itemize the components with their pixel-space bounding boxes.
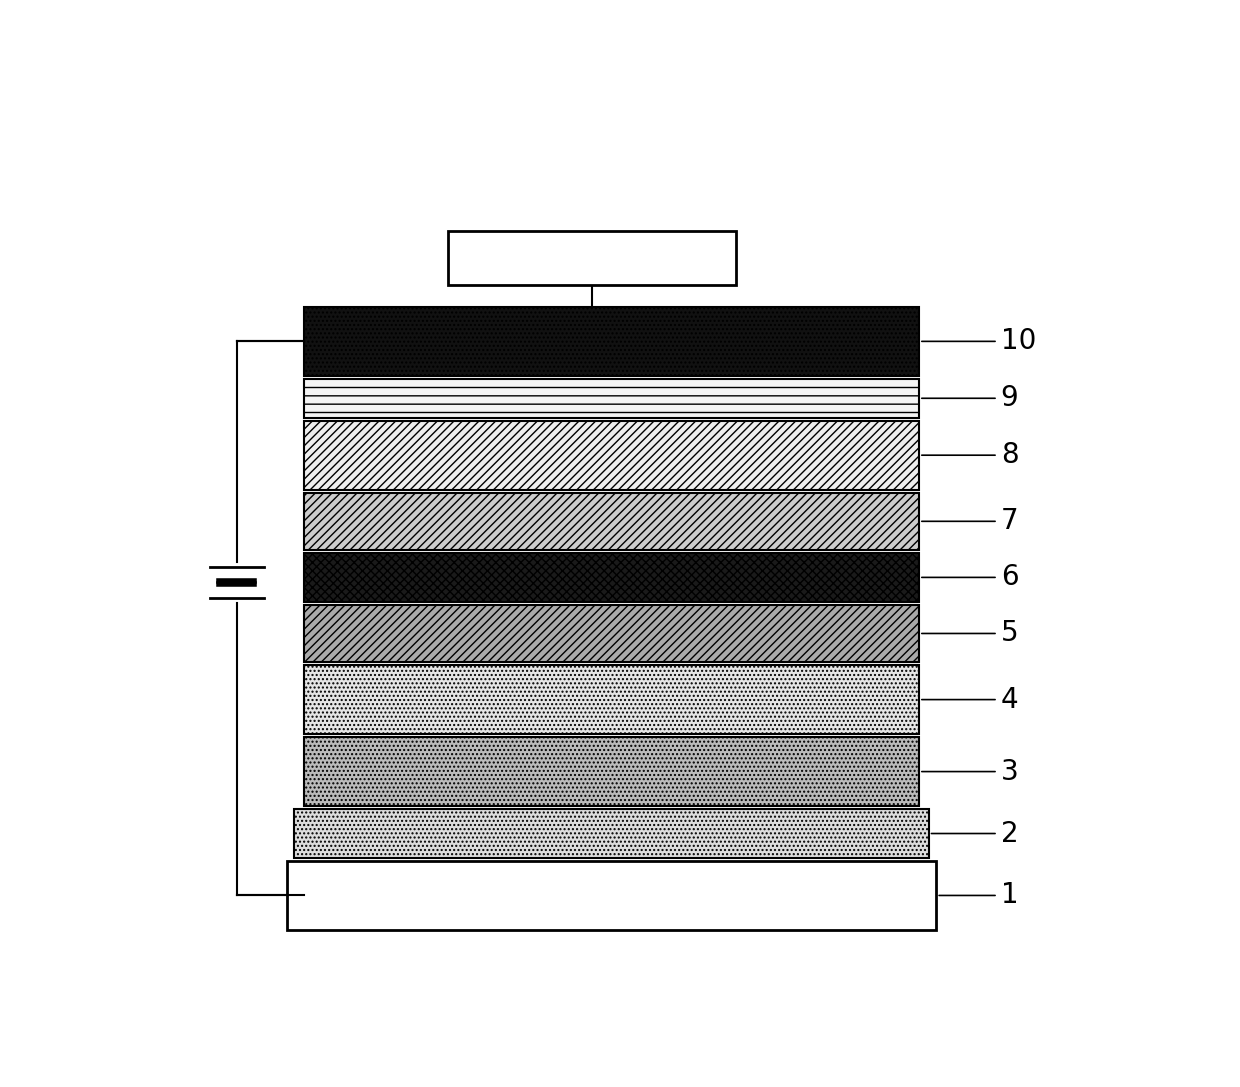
Bar [304,737,919,805]
Bar [448,230,737,285]
Text: 4: 4 [921,686,1018,713]
Text: 9: 9 [921,385,1018,412]
Bar [304,379,919,417]
Bar [304,553,919,602]
Bar [304,421,919,489]
Text: 2: 2 [931,820,1018,848]
Bar [294,809,929,858]
Text: 1: 1 [939,882,1018,910]
Text: 7: 7 [921,508,1018,535]
Text: 5: 5 [921,620,1018,648]
Bar [304,307,919,376]
Text: 10: 10 [921,327,1037,355]
Text: 3: 3 [921,758,1018,786]
Text: 8: 8 [921,441,1018,470]
Text: 6: 6 [921,563,1018,591]
Bar [304,605,919,662]
Bar [304,492,919,550]
Bar [304,665,919,734]
Bar [286,861,936,929]
